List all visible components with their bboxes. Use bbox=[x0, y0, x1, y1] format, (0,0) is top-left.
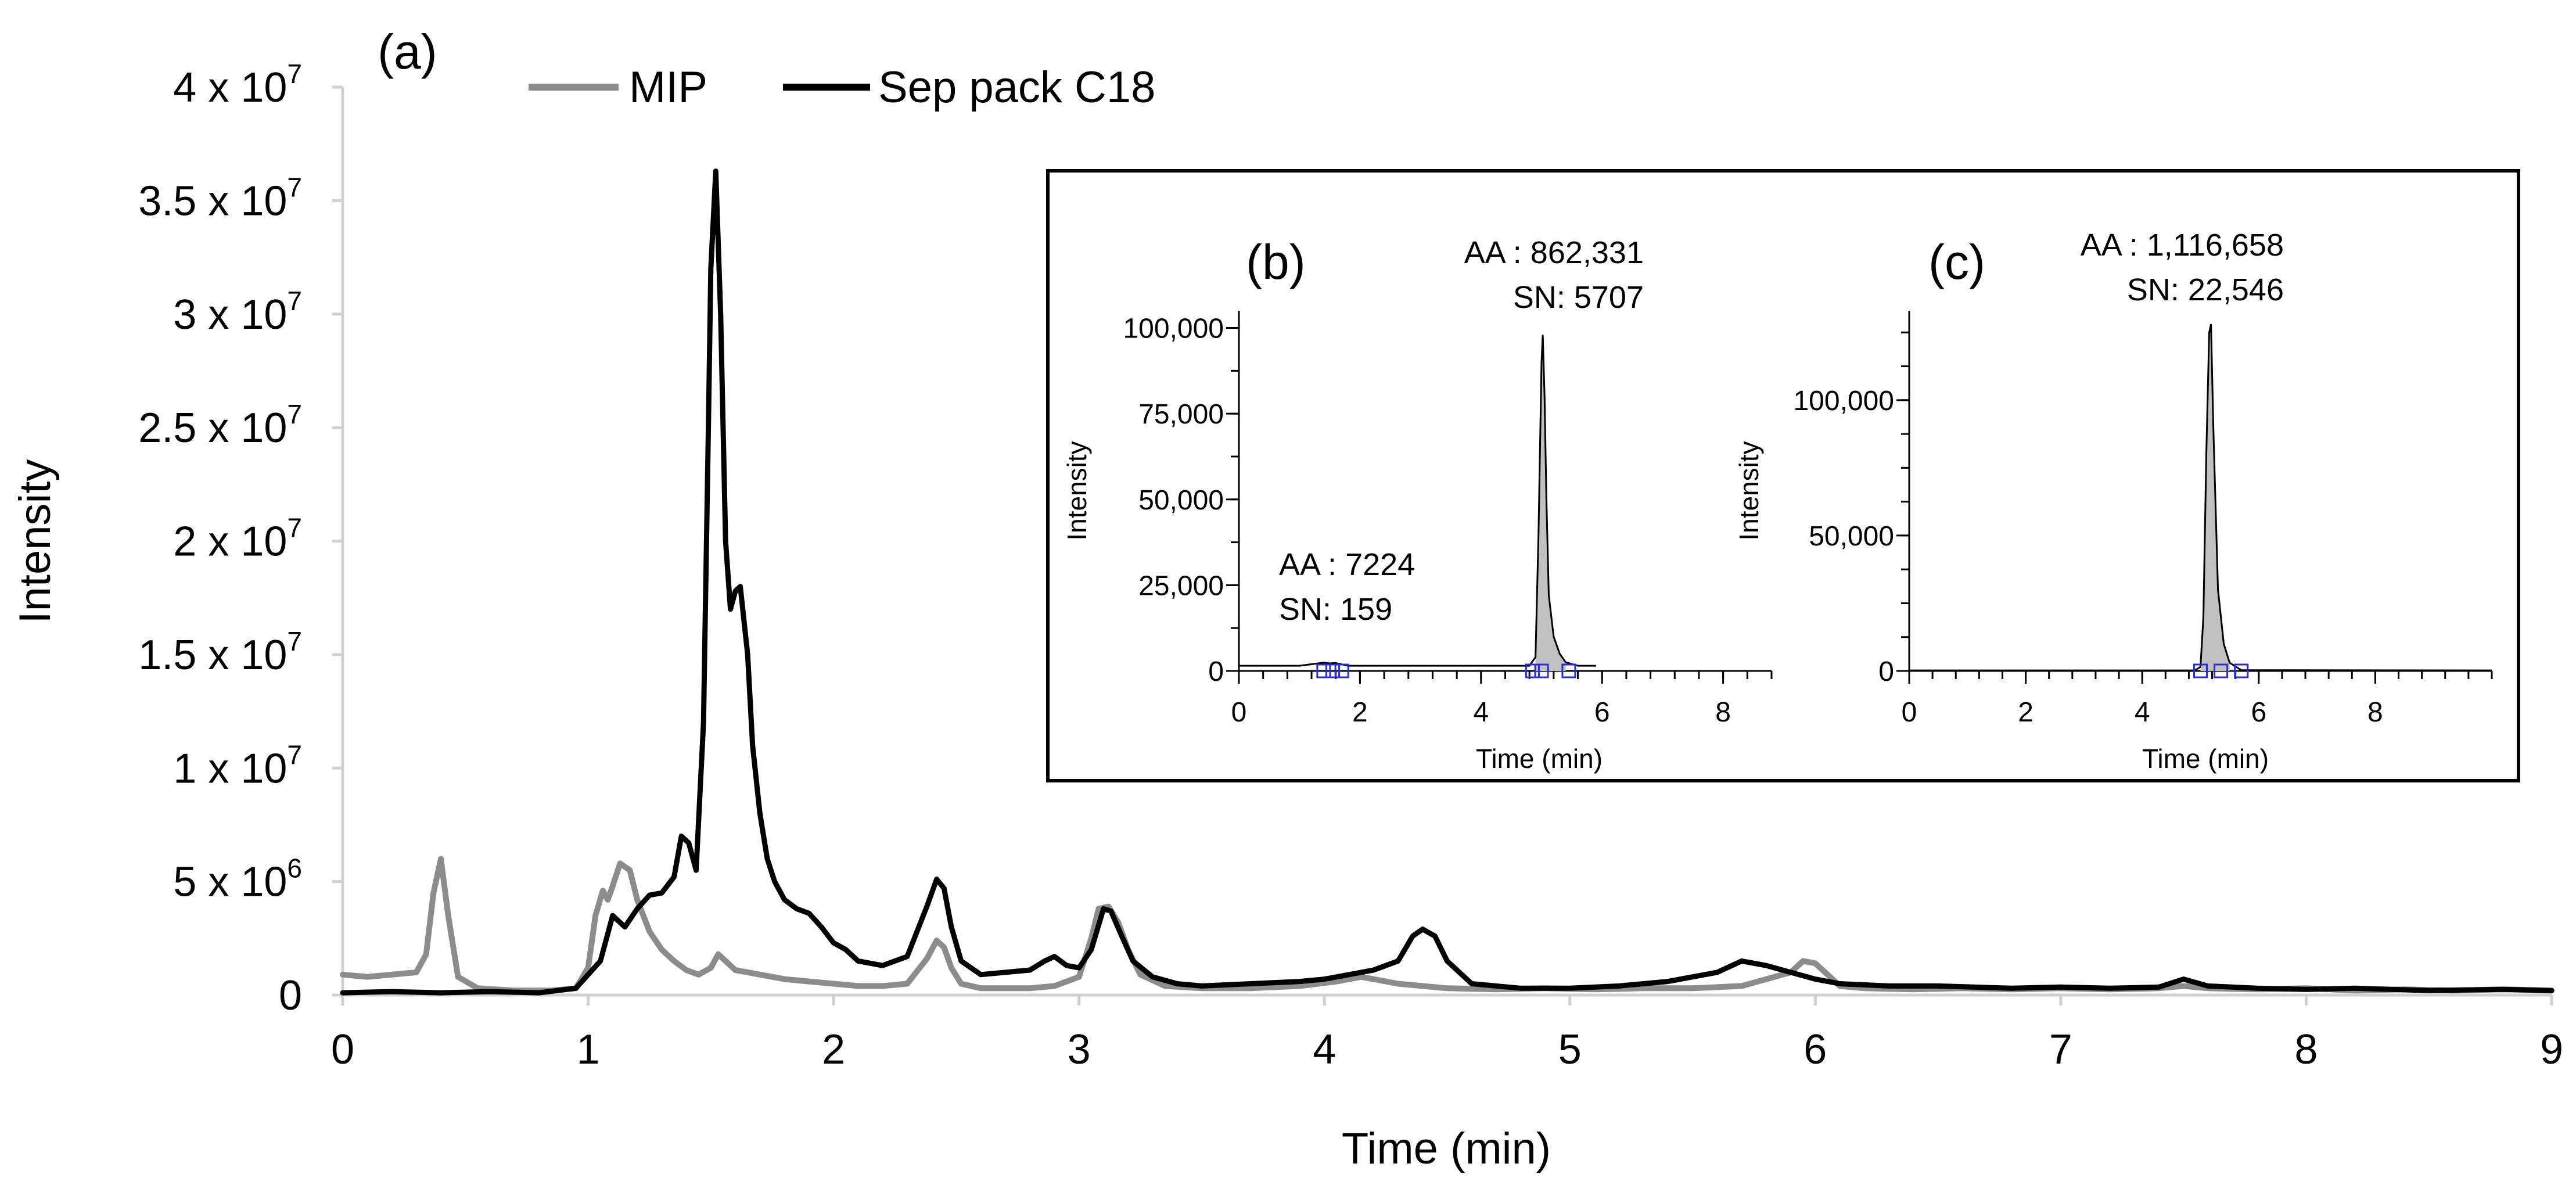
b-x-tick-label: 4 bbox=[1473, 697, 1489, 728]
b-integration-marker bbox=[1334, 663, 1349, 678]
c-x-tick-label: 6 bbox=[2251, 697, 2266, 728]
c-integration-marker bbox=[2193, 663, 2208, 678]
main-y-axis-label: Intensity bbox=[10, 459, 60, 623]
main-x-ticks: 0 1 2 3 4 5 6 7 8 9 bbox=[331, 995, 2563, 1073]
main-y-tick-exponent: 7 bbox=[287, 626, 302, 656]
main-y-tick-base: 2 x 10 bbox=[173, 519, 287, 565]
main-y-tick-label: 3 x 107 bbox=[173, 286, 302, 338]
main-y-tick-label: 0 bbox=[279, 972, 302, 1019]
c-x-axis-label: Time (min) bbox=[2142, 744, 2269, 774]
b-x-tick-label: 2 bbox=[1352, 697, 1368, 728]
main-x-tick-label: 9 bbox=[2540, 1026, 2563, 1073]
main-y-tick-base: 4 x 10 bbox=[173, 64, 287, 111]
b-chromatogram-line bbox=[1239, 335, 1596, 667]
series-line-sep-pack-c18 bbox=[340, 168, 2555, 996]
main-x-axis-label: Time (min) bbox=[1342, 1124, 1551, 1173]
b-peak-area bbox=[1535, 335, 1566, 671]
panel-label-c: (c) bbox=[1928, 235, 1985, 289]
main-y-tick-label: 4 x 107 bbox=[173, 59, 302, 111]
c-annotation-area: AA : 1,116,658 bbox=[2081, 228, 2284, 263]
b-y-tick-label: 25,000 bbox=[1138, 570, 1224, 601]
main-y-tick-label: 1.5 x 107 bbox=[138, 626, 302, 678]
c-x-tick-label: 2 bbox=[2018, 697, 2034, 728]
c-y-tick-label: 100,000 bbox=[1793, 386, 1894, 416]
b-y-tick-label: 100,000 bbox=[1123, 314, 1224, 344]
main-y-tick-label: 5 x 106 bbox=[173, 853, 302, 906]
b-annotation-small-area: AA : 7224 bbox=[1279, 547, 1415, 582]
b-integration-marker bbox=[1325, 663, 1341, 678]
c-x-tick-label: 4 bbox=[2135, 697, 2150, 728]
main-y-tick-base: 3.5 x 10 bbox=[138, 178, 287, 224]
c-series bbox=[1909, 324, 2492, 678]
b-integration-marker bbox=[1561, 663, 1576, 678]
b-y-tick-label: 75,000 bbox=[1138, 399, 1224, 430]
inset-c: (c) 0 2 4 6 8 0 50,000 100,000 Time (min) Inten… bbox=[1734, 228, 2493, 774]
main-x-tick-label: 3 bbox=[1068, 1026, 1091, 1073]
b-y-tick-label: 0 bbox=[1208, 656, 1224, 687]
main-x-tick-label: 4 bbox=[1313, 1026, 1336, 1073]
b-axes: 0 2 4 6 8 0 25,000 50,000 75,000 100,000 bbox=[1123, 311, 1773, 728]
main-x-tick-label: 8 bbox=[2294, 1026, 2318, 1073]
inset-frame bbox=[1046, 169, 2520, 782]
panel-label-b: (b) bbox=[1246, 235, 1306, 289]
b-y-axis-label: Intensity bbox=[1062, 441, 1092, 540]
main-y-tick-exponent: 6 bbox=[287, 853, 302, 884]
main-y-tick-exponent: 7 bbox=[287, 739, 302, 770]
c-annotation-sn: SN: 22,546 bbox=[2127, 272, 2284, 307]
main-x-tick-label: 5 bbox=[1558, 1026, 1582, 1073]
main-y-tick-base: 5 x 10 bbox=[173, 859, 287, 906]
series-line-mip bbox=[340, 856, 2555, 994]
b-x-tick-label: 6 bbox=[1594, 697, 1610, 728]
b-integration-marker bbox=[1525, 663, 1540, 678]
legend-label-sep-pack: Sep pack C18 bbox=[878, 63, 1155, 112]
main-y-tick-exponent: 7 bbox=[287, 172, 302, 202]
b-series bbox=[1239, 335, 1596, 678]
b-annotation-main-sn: SN: 5707 bbox=[1513, 280, 1644, 315]
main-x-tick-label: 1 bbox=[577, 1026, 600, 1073]
main-y-tick-base: 1.5 x 10 bbox=[138, 632, 287, 678]
inset-b: (b) 0 2 4 6 8 0 25,000 50,000 75,000 100,000 Time… bbox=[1062, 235, 1773, 774]
main-x-tick-label: 7 bbox=[2049, 1026, 2072, 1073]
b-y-tick-label: 50,000 bbox=[1138, 485, 1224, 516]
panel-label-a: (a) bbox=[378, 24, 437, 79]
c-y-axis-label: Intensity bbox=[1734, 441, 1764, 540]
c-y-tick-label: 50,000 bbox=[1809, 521, 1894, 552]
main-x-tick-label: 2 bbox=[822, 1026, 845, 1073]
main-y-tick-base: 3 x 10 bbox=[173, 292, 287, 338]
main-y-tick-exponent: 7 bbox=[287, 513, 302, 543]
c-integration-marker bbox=[2214, 663, 2229, 678]
c-x-tick-label: 8 bbox=[2367, 697, 2383, 728]
b-annotation-main-area: AA : 862,331 bbox=[1464, 235, 1644, 270]
b-integration-marker bbox=[1316, 663, 1331, 678]
legend-label-mip: MIP bbox=[629, 63, 707, 112]
main-y-tick-label: 1 x 107 bbox=[173, 739, 302, 792]
c-x-tick-label: 0 bbox=[1902, 697, 1917, 728]
main-x-tick-label: 6 bbox=[1803, 1026, 1827, 1073]
main-y-tick-base: 1 x 10 bbox=[173, 745, 287, 792]
main-y-tick-exponent: 7 bbox=[287, 399, 302, 429]
c-integration-marker bbox=[2234, 663, 2249, 678]
b-annotation-small-sn: SN: 159 bbox=[1279, 592, 1392, 627]
main-y-tick-label: 2 x 107 bbox=[173, 513, 302, 565]
b-integration-marker bbox=[1534, 663, 1549, 678]
main-series bbox=[340, 168, 2555, 996]
b-x-tick-label: 8 bbox=[1715, 697, 1731, 728]
main-y-tick-base: 2.5 x 10 bbox=[138, 405, 287, 451]
main-y-tick-label: 2.5 x 107 bbox=[138, 399, 302, 451]
main-y-tick-label: 3.5 x 107 bbox=[138, 172, 302, 224]
b-x-axis-label: Time (min) bbox=[1476, 744, 1603, 774]
c-y-tick-label: 0 bbox=[1878, 656, 1894, 687]
main-y-tick-exponent: 7 bbox=[287, 286, 302, 316]
b-x-tick-label: 0 bbox=[1231, 697, 1247, 728]
legend: MIP Sep pack C18 bbox=[529, 63, 1155, 112]
main-y-tick-base: 0 bbox=[279, 972, 302, 1019]
main-x-tick-label: 0 bbox=[331, 1026, 354, 1073]
main-y-tick-exponent: 7 bbox=[287, 59, 302, 89]
c-chromatogram-line bbox=[1909, 324, 2492, 672]
